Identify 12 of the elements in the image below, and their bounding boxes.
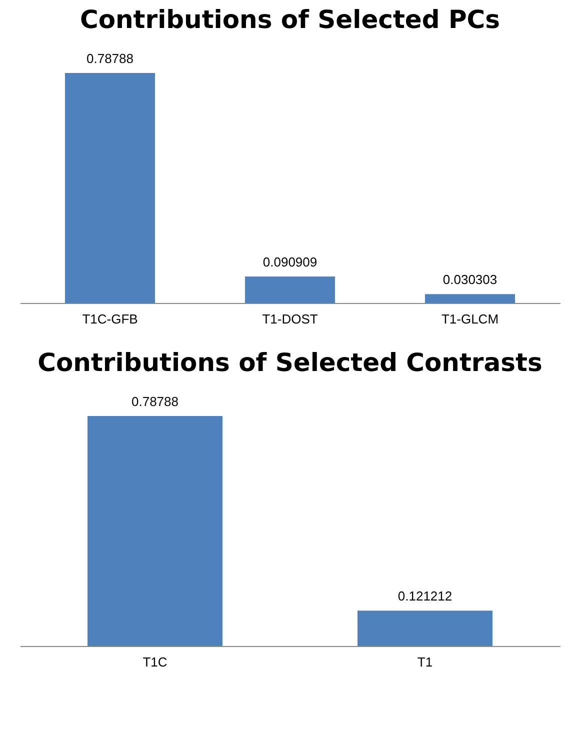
data-label: 0.030303	[442, 272, 498, 288]
data-label: 0.121212	[398, 588, 452, 604]
chart-title: Contributions of Selected Contrasts	[38, 348, 542, 377]
data-label: 0.090909	[262, 254, 318, 270]
data-label: 0.78788	[86, 51, 134, 66]
x-tick-label: T1-GLCM	[441, 312, 499, 326]
x-tick-label: T1C	[142, 654, 168, 670]
x-tick-label: T1	[417, 654, 433, 670]
x-tick-label: T1C-GFB	[82, 312, 138, 326]
x-tick-label: T1-DOST	[262, 312, 318, 326]
data-label: 0.78788	[132, 394, 178, 409]
chart-title: Contributions of Selected PCs	[80, 5, 500, 34]
